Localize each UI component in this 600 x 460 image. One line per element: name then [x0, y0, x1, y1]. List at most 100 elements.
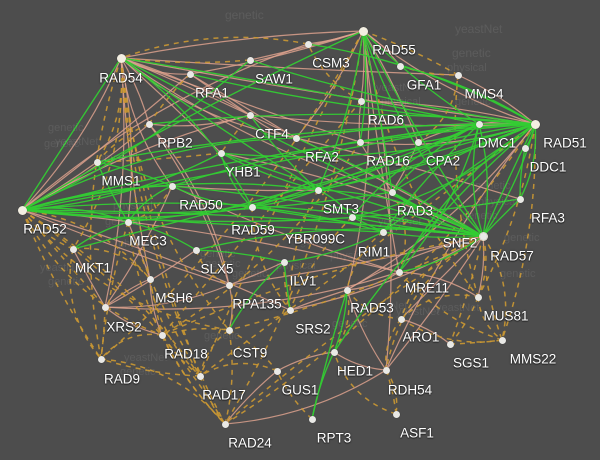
network-edge[interactable]	[398, 271, 503, 341]
network-edge[interactable]	[249, 114, 297, 139]
network-edge[interactable]	[307, 43, 536, 125]
network-node-rad52[interactable]	[17, 205, 27, 215]
network-edge[interactable]	[362, 30, 484, 237]
network-edge[interactable]	[96, 161, 129, 223]
network-node-rad3[interactable]	[388, 188, 396, 196]
network-edge[interactable]	[449, 296, 479, 345]
network-edge[interactable]	[311, 289, 348, 420]
network-edge[interactable]	[161, 327, 230, 336]
network-edge[interactable]	[224, 329, 233, 425]
network-node-msh6[interactable]	[146, 275, 154, 283]
network-edge[interactable]	[311, 351, 335, 420]
network-edge[interactable]	[21, 209, 201, 377]
network-edge[interactable]	[276, 351, 335, 372]
network-edge[interactable]	[161, 235, 484, 336]
network-edge[interactable]	[346, 271, 400, 291]
network-edge[interactable]	[482, 198, 521, 237]
network-edge[interactable]	[120, 36, 309, 59]
network-edge[interactable]	[96, 57, 123, 163]
network-node-rim1[interactable]	[379, 228, 387, 236]
network-edge[interactable]	[382, 123, 480, 233]
network-edge[interactable]	[398, 235, 484, 273]
network-edge[interactable]	[346, 231, 384, 291]
network-edge[interactable]	[385, 369, 397, 415]
network-edge[interactable]	[417, 74, 459, 143]
network-edge[interactable]	[391, 191, 407, 273]
network-node-mms4[interactable]	[454, 71, 462, 79]
network-node-rad54[interactable]	[116, 53, 126, 63]
network-edge[interactable]	[276, 370, 313, 420]
network-edge[interactable]	[21, 57, 122, 211]
network-edge[interactable]	[120, 57, 150, 125]
network-edge[interactable]	[100, 221, 129, 360]
network-edge[interactable]	[398, 271, 479, 298]
network-node-rad24[interactable]	[221, 420, 229, 428]
network-edge[interactable]	[127, 221, 201, 377]
network-edge[interactable]	[362, 30, 479, 298]
network-edge[interactable]	[362, 30, 419, 143]
network-node-rad16[interactable]	[356, 138, 364, 146]
network-node-rfa2[interactable]	[292, 134, 300, 142]
network-edge[interactable]	[362, 30, 459, 76]
network-edge[interactable]	[89, 57, 122, 360]
network-edge[interactable]	[127, 185, 173, 223]
network-edge[interactable]	[21, 209, 291, 311]
network-edge[interactable]	[251, 123, 536, 208]
network-edge[interactable]	[346, 289, 402, 320]
network-edge[interactable]	[346, 30, 370, 291]
network-node-rad18[interactable]	[158, 331, 166, 339]
network-node-mkt1[interactable]	[69, 245, 77, 253]
network-node-cpa2[interactable]	[414, 138, 422, 146]
network-edge[interactable]	[96, 161, 173, 187]
network-edge[interactable]	[362, 30, 480, 125]
network-edge[interactable]	[472, 123, 484, 237]
network-edge[interactable]	[100, 358, 226, 425]
network-edge[interactable]	[199, 362, 278, 377]
network-edge[interactable]	[21, 152, 222, 211]
network-node-rad53[interactable]	[343, 286, 351, 294]
network-node-rad9[interactable]	[97, 355, 105, 363]
network-node-gfa1[interactable]	[396, 62, 404, 70]
network-edge[interactable]	[21, 57, 122, 211]
network-edge[interactable]	[359, 141, 393, 193]
network-edge[interactable]	[449, 235, 484, 345]
network-node-mre11[interactable]	[395, 268, 403, 276]
network-edge[interactable]	[21, 73, 191, 211]
network-edge[interactable]	[224, 30, 364, 425]
network-edge[interactable]	[104, 57, 125, 308]
network-edge[interactable]	[482, 235, 503, 341]
network-edge[interactable]	[21, 30, 364, 211]
network-node-rad50[interactable]	[168, 182, 176, 190]
network-edge[interactable]	[149, 278, 201, 377]
network-edge[interactable]	[454, 74, 479, 298]
network-edge[interactable]	[120, 57, 480, 125]
network-node-asf1[interactable]	[392, 410, 400, 418]
network-edge[interactable]	[224, 235, 484, 425]
network-node-rdh54[interactable]	[382, 366, 390, 374]
network-edge[interactable]	[199, 375, 226, 425]
network-edge[interactable]	[21, 209, 106, 308]
network-edge[interactable]	[161, 100, 362, 336]
network-edge[interactable]	[251, 206, 291, 311]
network-edge[interactable]	[21, 198, 521, 223]
network-edge[interactable]	[72, 248, 106, 308]
network-edge[interactable]	[120, 57, 459, 76]
network-edge[interactable]	[477, 296, 503, 341]
network-edge[interactable]	[148, 114, 251, 127]
network-node-aro1[interactable]	[397, 315, 405, 323]
network-node-yhb1[interactable]	[217, 149, 225, 157]
network-edge[interactable]	[307, 43, 362, 102]
network-edge[interactable]	[96, 123, 536, 163]
network-edge[interactable]	[104, 306, 163, 336]
network-edge[interactable]	[333, 123, 536, 353]
network-edge[interactable]	[362, 30, 393, 193]
network-edge[interactable]	[333, 351, 387, 371]
network-edge[interactable]	[400, 235, 484, 320]
network-edge[interactable]	[385, 235, 484, 371]
network-node-rad55[interactable]	[358, 26, 368, 36]
network-edge[interactable]	[457, 74, 536, 125]
network-edge[interactable]	[148, 73, 191, 125]
network-edge[interactable]	[72, 247, 151, 280]
network-node-hed1[interactable]	[330, 348, 338, 356]
network-edge[interactable]	[501, 123, 537, 341]
